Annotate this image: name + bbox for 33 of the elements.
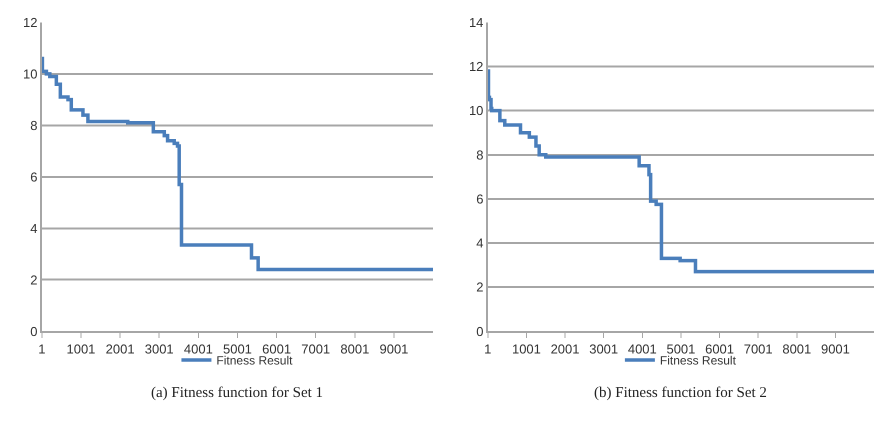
y-tick-label: 8: [476, 147, 484, 162]
y-tick-label: 6: [30, 169, 38, 184]
x-tick-label: 3001: [144, 342, 174, 357]
x-tick-label: 1: [38, 342, 46, 357]
x-tick-label: 7001: [744, 342, 773, 357]
y-tick-label: 4: [476, 236, 484, 251]
y-tick-label: 10: [468, 103, 484, 118]
x-tick-label: 4001: [628, 342, 657, 357]
x-tick-label: 9001: [820, 342, 850, 357]
y-tick-label: 8: [30, 118, 38, 133]
x-tick-label: 2001: [550, 342, 580, 357]
x-tick-label: 8001: [782, 342, 812, 357]
y-tick-label: 4: [30, 220, 38, 236]
x-tick-label: 4001: [184, 342, 213, 357]
x-tick-label: 1001: [66, 342, 96, 357]
y-tick-label: 12: [468, 59, 484, 74]
y-tick-label: 2: [30, 272, 38, 288]
text: (b) Fitness function for Set 2: [594, 385, 767, 401]
text: (a) Fitness function for Set 1: [151, 385, 324, 401]
x-tick-label: 3001: [589, 342, 618, 357]
x-tick-label: 1: [484, 342, 492, 357]
x-tick-label: 7001: [301, 342, 330, 357]
y-tick-label: 12: [23, 14, 38, 30]
y-tick-label: 6: [476, 191, 484, 206]
y-tick-label: 2: [476, 280, 484, 295]
x-tick-label: 2001: [106, 342, 135, 357]
y-tick-label: 0: [30, 324, 38, 339]
y-tick-label: 14: [468, 14, 484, 30]
x-tick-label: 8001: [340, 342, 370, 357]
y-tick-label: 0: [476, 324, 484, 339]
x-tick-label: 1001: [512, 342, 541, 357]
y-tick-label: 10: [23, 66, 38, 82]
x-tick-label: 9001: [379, 342, 408, 357]
